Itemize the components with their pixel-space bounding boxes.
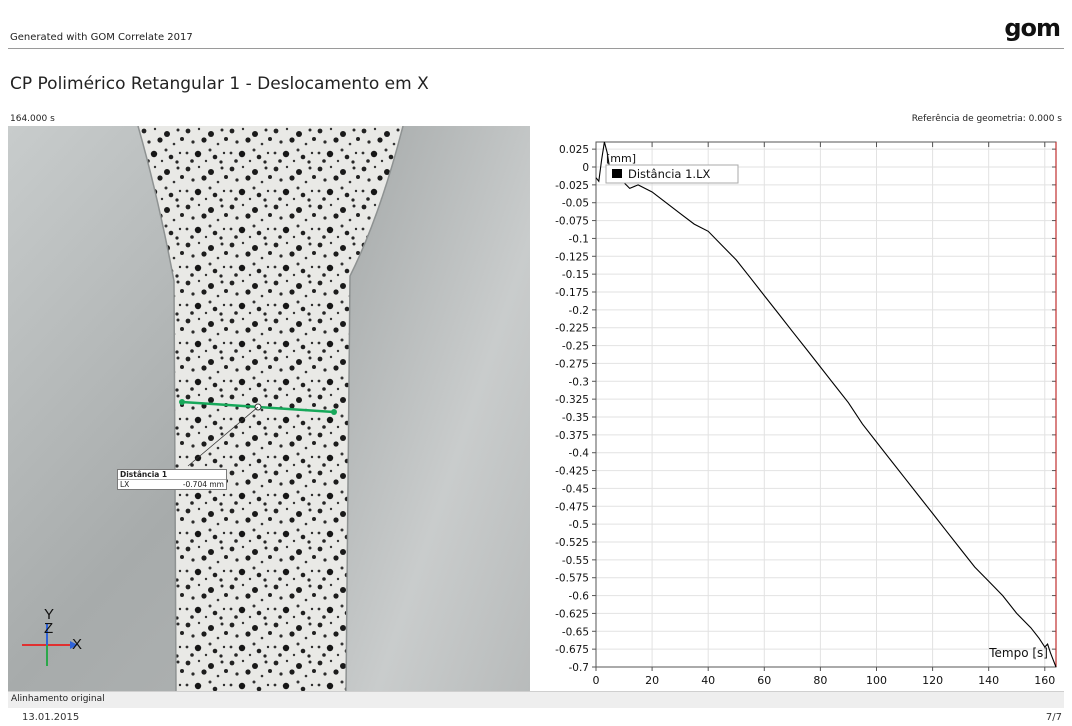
alignment-bar: Alinhamento original — [8, 691, 1064, 708]
y-tick-label: -0.375 — [555, 430, 589, 442]
legend-swatch — [612, 169, 622, 178]
y-tick-label: -0.55 — [562, 555, 589, 567]
geometry-reference-label: Referência de geometria: 0.000 s — [911, 114, 1062, 124]
y-tick-label: -0.2 — [569, 305, 590, 317]
x-tick-label: 40 — [701, 674, 715, 687]
chart-canvas: 0.025 0 -0.025 -0.05 -0.075 -0.1 -0.125 -0.15 -0… — [555, 141, 1057, 687]
alignment-label: Alinhamento original — [11, 694, 105, 704]
x-tick-label: 120 — [922, 674, 943, 687]
x-tick-label: 100 — [866, 674, 887, 687]
y-tick-label: -0.1 — [569, 233, 590, 245]
y-tick-label: -0.3 — [569, 376, 590, 388]
report-date: 13.01.2015 — [22, 712, 80, 723]
y-unit-label: [mm] — [606, 152, 636, 165]
y-tick-label: -0.575 — [555, 573, 589, 585]
legend-box — [605, 164, 739, 184]
y-tick-label: -0.25 — [562, 341, 589, 353]
x-axis-title: Tempo [s] — [988, 646, 1048, 660]
generated-with-label: Generated with GOM Correlate 2017 — [10, 32, 193, 43]
x-tick-label: 60 — [757, 674, 771, 687]
header-divider — [8, 48, 1064, 49]
y-tick-label: -0.475 — [555, 501, 589, 513]
y-tick-label: -0.65 — [562, 626, 589, 638]
x-tick-label: 140 — [978, 674, 999, 687]
y-tick-label: -0.175 — [555, 287, 589, 299]
axis-label-z: Z — [44, 620, 54, 637]
y-tick-label: -0.15 — [562, 269, 589, 281]
specimen-image-view[interactable]: Distância 1 LX -0.704 mm Y Z X — [8, 126, 530, 691]
x-tick-label: 20 — [645, 674, 659, 687]
x-tick-label: 0 — [593, 674, 600, 687]
y-tick-label: -0.4 — [569, 448, 590, 460]
specimen-image — [8, 126, 530, 691]
report-header: Generated with GOM Correlate 2017 gom — [0, 0, 1072, 50]
stage-time-label: 164.000 s — [10, 114, 55, 124]
axis-label-y: Y — [44, 606, 55, 623]
y-tick-label: 0 — [582, 162, 589, 174]
y-tick-label: -0.625 — [555, 608, 589, 620]
gom-logo: gom — [1004, 14, 1061, 42]
legend-label: Distância 1.LX — [628, 167, 710, 181]
y-tick-label: -0.45 — [562, 483, 589, 495]
y-tick-label: -0.35 — [562, 412, 589, 424]
y-tick-label: -0.5 — [569, 519, 590, 531]
y-tick-label: -0.025 — [555, 180, 589, 192]
y-tick-label: -0.6 — [569, 591, 590, 603]
measurement-value: -0.704 mm — [182, 480, 224, 489]
x-tick-label: 80 — [813, 674, 827, 687]
y-tick-label: -0.05 — [562, 198, 589, 210]
y-tick-label: -0.425 — [555, 466, 589, 478]
measurement-component: LX — [120, 480, 130, 489]
report-title: CP Polimérico Retangular 1 - Deslocament… — [10, 74, 429, 94]
y-tick-label: -0.7 — [569, 662, 590, 674]
y-tick-label: -0.275 — [555, 358, 589, 370]
y-tick-label: -0.225 — [555, 323, 589, 335]
x-tick-label: 160 — [1034, 674, 1055, 687]
displacement-chart[interactable]: 0.025 0 -0.025 -0.05 -0.075 -0.1 -0.125 -0.15 -0… — [530, 126, 1064, 691]
y-tick-label: -0.325 — [555, 394, 589, 406]
y-tick-label: 0.025 — [559, 144, 589, 156]
label-leader-line — [187, 406, 259, 467]
page-number: 7/7 — [1045, 712, 1062, 723]
distance-label-box[interactable]: Distância 1 LX -0.704 mm — [117, 469, 227, 490]
y-tick-label: -0.075 — [555, 216, 589, 228]
distance-start-point[interactable] — [179, 399, 185, 405]
distance-end-point[interactable] — [331, 409, 337, 415]
y-tick-label: -0.125 — [555, 251, 589, 263]
axis-label-x: X — [72, 636, 83, 653]
y-tick-label: -0.675 — [555, 644, 589, 656]
measurement-name: Distância 1 — [118, 470, 226, 480]
y-tick-label: -0.525 — [555, 537, 589, 549]
